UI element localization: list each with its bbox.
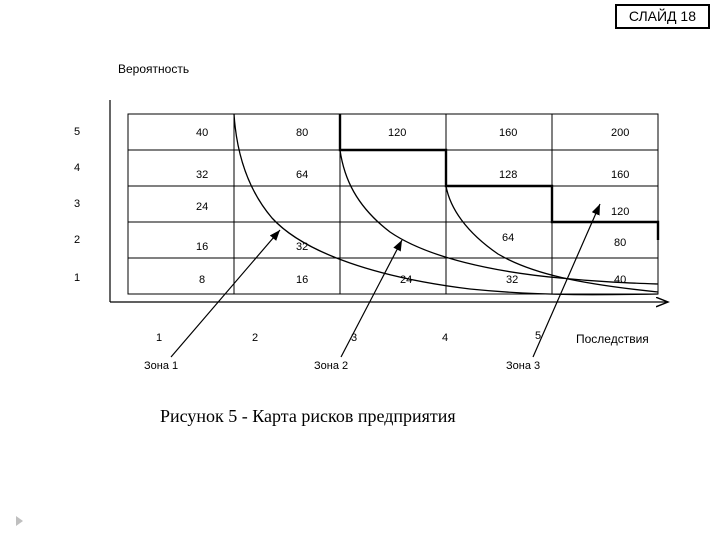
grid	[128, 114, 658, 294]
step-boundary	[340, 114, 658, 240]
curve-2	[340, 150, 658, 284]
page-root: СЛАЙД 18 Вероятность Последствия 5 4 3 2…	[0, 0, 720, 540]
risk-diagram	[0, 0, 720, 540]
